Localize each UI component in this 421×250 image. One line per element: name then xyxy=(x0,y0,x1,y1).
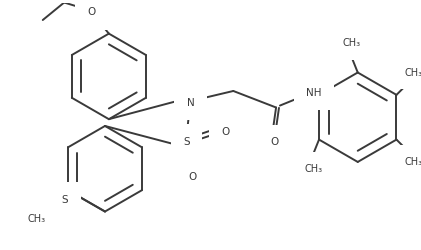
Text: N: N xyxy=(187,98,195,108)
Text: O: O xyxy=(270,138,278,147)
Text: NH: NH xyxy=(306,88,322,98)
Text: CH₃: CH₃ xyxy=(304,164,322,174)
Text: O: O xyxy=(87,7,96,17)
Text: CH₃: CH₃ xyxy=(28,214,46,224)
Text: S: S xyxy=(183,136,190,146)
Text: CH₃: CH₃ xyxy=(405,157,421,167)
Text: O: O xyxy=(221,127,230,137)
Text: CH₃: CH₃ xyxy=(405,68,421,78)
Text: CH₃: CH₃ xyxy=(343,38,361,48)
Text: S: S xyxy=(62,195,69,205)
Text: O: O xyxy=(188,172,197,181)
